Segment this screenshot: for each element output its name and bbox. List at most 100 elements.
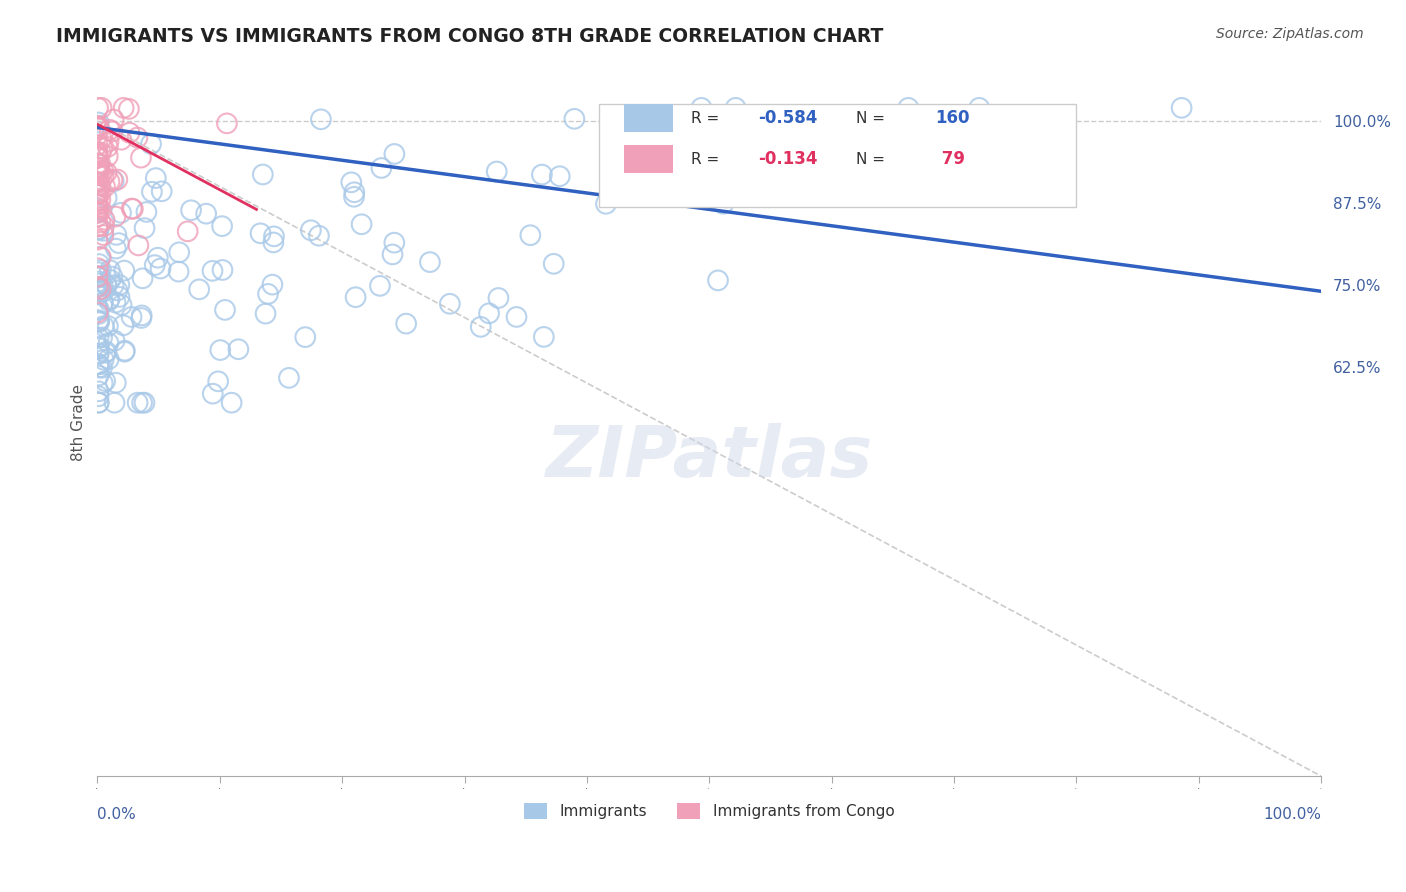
Text: IMMIGRANTS VS IMMIGRANTS FROM CONGO 8TH GRADE CORRELATION CHART: IMMIGRANTS VS IMMIGRANTS FROM CONGO 8TH …: [56, 27, 883, 45]
Point: [86, 198, 108, 212]
Point: [104, 376, 127, 390]
Point: [87, 157, 110, 171]
Point: [91, 163, 114, 178]
Point: [439, 297, 461, 311]
Point: [294, 330, 316, 344]
Point: [110, 298, 132, 312]
Point: [91, 141, 114, 155]
Point: [87, 265, 110, 279]
Point: [343, 186, 366, 200]
Point: [249, 227, 271, 241]
Point: [214, 302, 236, 317]
Point: [299, 223, 322, 237]
Point: [145, 171, 167, 186]
Point: [87, 389, 110, 403]
Point: [90, 250, 112, 264]
Point: [127, 238, 149, 252]
Point: [87, 219, 110, 234]
Point: [97, 293, 120, 308]
Point: [104, 295, 127, 310]
Point: [87, 101, 110, 115]
Point: [134, 395, 156, 409]
Point: [215, 116, 238, 130]
Point: [118, 102, 141, 116]
Point: [108, 236, 131, 251]
Point: [107, 284, 129, 298]
Point: [228, 343, 250, 357]
Point: [340, 175, 363, 189]
Point: [134, 221, 156, 235]
Point: [97, 352, 120, 367]
Point: [103, 174, 125, 188]
Point: [533, 330, 555, 344]
Point: [370, 161, 392, 175]
Point: [86, 146, 108, 161]
Text: 79: 79: [935, 150, 965, 168]
Point: [146, 251, 169, 265]
Point: [127, 395, 149, 409]
Point: [470, 319, 492, 334]
Point: [86, 198, 108, 212]
Point: [89, 315, 111, 329]
Point: [221, 395, 243, 409]
Point: [104, 334, 127, 348]
Point: [94, 179, 117, 194]
Point: [96, 278, 118, 293]
Point: [842, 167, 865, 181]
Point: [101, 269, 124, 284]
Point: [350, 217, 373, 231]
Point: [548, 169, 571, 184]
Point: [94, 345, 117, 359]
Point: [86, 194, 108, 208]
Legend: Immigrants, Immigrants from Congo: Immigrants, Immigrants from Congo: [517, 797, 900, 825]
Point: [195, 207, 218, 221]
Point: [104, 210, 127, 224]
Point: [104, 242, 127, 256]
Point: [90, 131, 112, 145]
Point: [90, 215, 112, 229]
Point: [96, 191, 118, 205]
Point: [91, 330, 114, 344]
Point: [101, 173, 124, 187]
Point: [118, 126, 141, 140]
Point: [112, 263, 135, 277]
Point: [714, 190, 737, 204]
Point: [97, 336, 120, 351]
Point: [263, 229, 285, 244]
Point: [87, 341, 110, 355]
Point: [897, 101, 920, 115]
Point: [129, 151, 152, 165]
Point: [395, 317, 418, 331]
Point: [1170, 101, 1192, 115]
Point: [86, 305, 108, 319]
Point: [86, 128, 108, 142]
Text: N =: N =: [856, 111, 890, 126]
Point: [93, 169, 115, 184]
Text: Source: ZipAtlas.com: Source: ZipAtlas.com: [1216, 27, 1364, 41]
Point: [384, 147, 406, 161]
Point: [108, 290, 131, 304]
Point: [96, 344, 118, 359]
Point: [711, 196, 734, 211]
Point: [86, 165, 108, 179]
Point: [87, 223, 110, 237]
Point: [93, 219, 115, 234]
Point: [96, 165, 118, 179]
Point: [122, 202, 145, 216]
Point: [343, 190, 366, 204]
Point: [87, 301, 110, 316]
Point: [87, 313, 110, 327]
Point: [96, 278, 118, 293]
Point: [488, 291, 510, 305]
Point: [87, 121, 110, 136]
Point: [778, 154, 800, 169]
Point: [419, 255, 441, 269]
Point: [89, 340, 111, 354]
Point: [86, 219, 108, 234]
Point: [135, 205, 157, 219]
Point: [87, 222, 110, 236]
Point: [143, 258, 166, 272]
Point: [97, 149, 120, 163]
Point: [90, 145, 112, 160]
Text: R =: R =: [690, 111, 724, 126]
